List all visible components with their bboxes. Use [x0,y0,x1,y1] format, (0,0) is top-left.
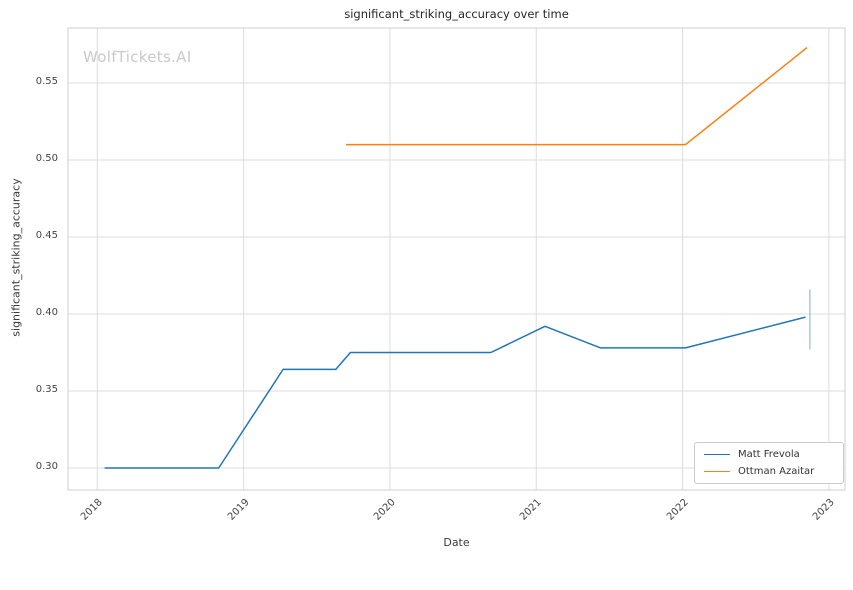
legend-label: Matt Frevola [738,449,800,460]
legend-item: Matt Frevola [704,449,834,460]
legend-swatch-line [704,454,730,455]
series-line-matt-frevola [104,316,806,469]
legend-item: Ottman Azaitar [704,466,834,477]
y-tick-label: 0.35 [35,383,58,395]
legend-swatch-line [704,471,730,472]
legend: Matt Frevola Ottman Azaitar [694,442,844,484]
y-tick-label: 0.50 [35,152,58,164]
legend-label: Ottman Azaitar [738,466,815,477]
y-tick-label: 0.40 [35,306,58,318]
watermark: WolfTickets.AI [83,48,192,66]
plot-frame [67,27,846,491]
y-tick-label: 0.55 [35,75,58,87]
line-chart-figure: significant_striking_accuracy over time … [10,7,846,549]
series-line-ottman-azaitar [346,47,808,146]
y-tick-label: 0.45 [35,229,58,241]
x-axis-label: Date [443,536,470,549]
chart-title: significant_striking_accuracy over time [344,7,569,21]
y-tick-label: 0.30 [35,460,58,472]
